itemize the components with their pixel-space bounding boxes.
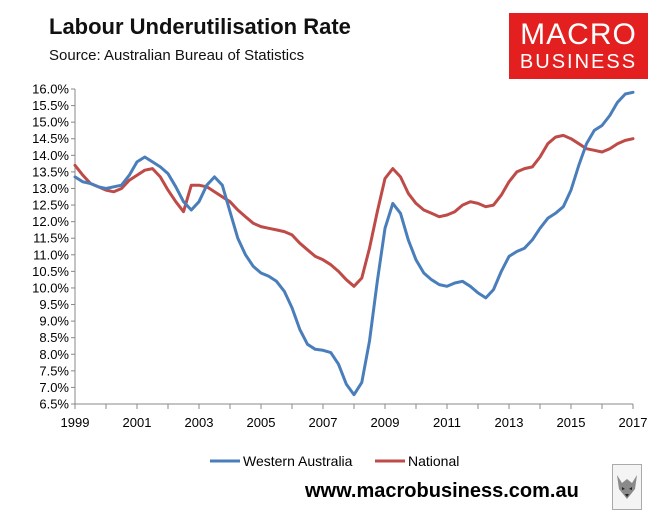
y-tick-label: 11.0%: [33, 247, 69, 262]
x-tick-label: 2011: [433, 415, 461, 430]
x-tick-label: 2003: [185, 415, 214, 430]
macrobusiness-logo: MACRO BUSINESS: [509, 13, 648, 79]
x-tick-label: 2009: [371, 415, 400, 430]
series-line-national: [73, 133, 635, 288]
series-line-western-australia: [73, 90, 635, 397]
y-tick-label: 12.0%: [32, 214, 69, 229]
y-tick-label: 15.5%: [32, 98, 69, 113]
chart-subtitle: Source: Australian Bureau of Statistics: [49, 47, 305, 64]
y-tick-label: 7.0%: [39, 380, 69, 395]
y-tick-label: 7.5%: [39, 363, 69, 378]
legend-label: Western Australia: [243, 453, 353, 469]
y-tick-label: 8.5%: [39, 330, 69, 345]
legend-label: National: [408, 453, 459, 469]
y-tick-label: 14.5%: [32, 131, 69, 146]
y-tick-label: 14.0%: [32, 148, 69, 163]
logo-line-1: MACRO: [520, 18, 637, 51]
x-tick-label: 2007: [309, 415, 338, 430]
y-tick-label: 9.0%: [39, 314, 69, 329]
x-tick-label: 2001: [123, 415, 152, 430]
y-tick-label: 16.0%: [32, 82, 69, 97]
y-tick-label: 13.5%: [32, 164, 69, 179]
x-tick-label: 1999: [61, 415, 90, 430]
chart-title: Labour Underutilisation Rate: [49, 14, 351, 39]
x-tick-label: 2005: [247, 415, 276, 430]
y-tick-label: 8.0%: [39, 347, 69, 362]
y-tick-label: 15.0%: [32, 115, 69, 130]
y-tick-label: 6.5%: [39, 397, 69, 412]
logo-line-2: BUSINESS: [519, 51, 638, 73]
x-tick-label: 2015: [557, 415, 586, 430]
fox-icon: [612, 464, 642, 510]
y-tick-label: 11.5%: [33, 231, 69, 246]
y-tick-label: 9.5%: [39, 297, 69, 312]
fox-icon-graphic: [617, 475, 637, 499]
y-tick-label: 13.0%: [32, 181, 69, 196]
y-tick-label: 12.5%: [32, 198, 69, 213]
x-tick-label: 2013: [495, 415, 524, 430]
x-tick-label: 2017: [619, 415, 648, 430]
website-footer: www.macrobusiness.com.au: [305, 480, 579, 502]
y-tick-label: 10.0%: [32, 280, 69, 295]
y-tick-label: 10.5%: [32, 264, 69, 279]
